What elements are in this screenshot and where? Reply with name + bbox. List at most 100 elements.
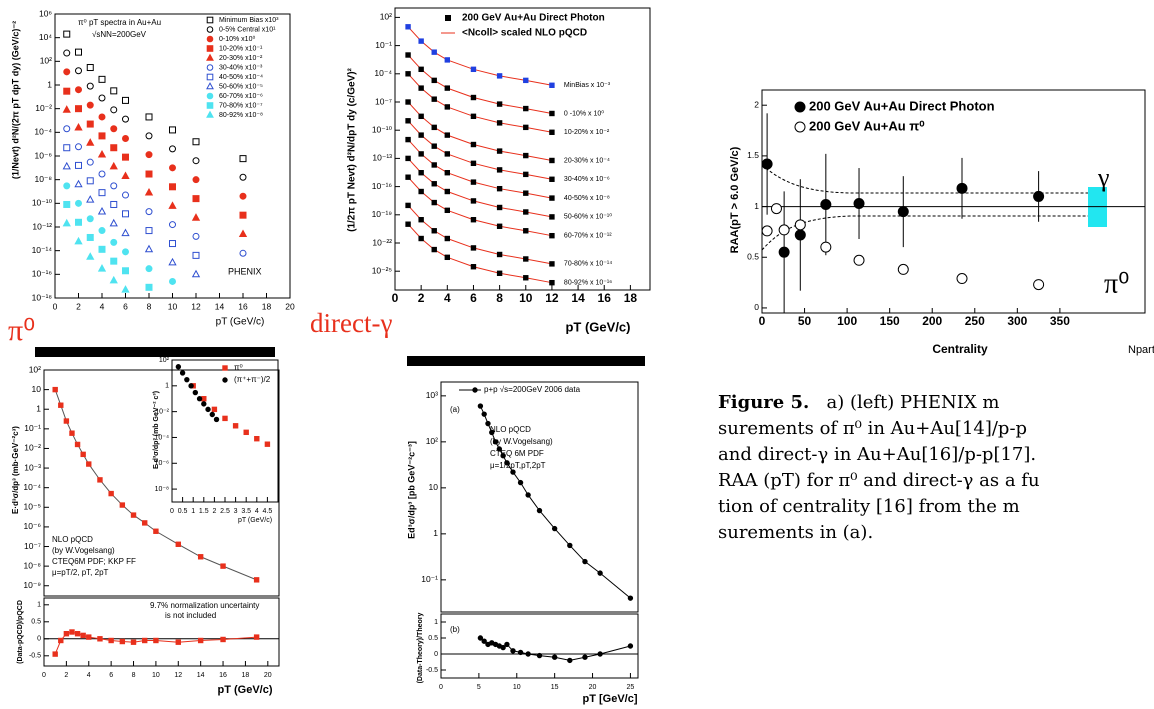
marker [549, 214, 555, 220]
marker [431, 124, 437, 131]
y-tick-label: 10⁻⁸ [155, 486, 169, 493]
y-tick-label: 10⁻⁶ [155, 460, 169, 467]
marker [523, 77, 529, 84]
marker [517, 479, 524, 486]
plot-frame [440, 381, 639, 613]
caption-line: tion of centrality [16] from the m [718, 496, 1020, 517]
marker [145, 265, 153, 273]
legend-marker [206, 64, 214, 71]
marker [86, 215, 94, 223]
marker [192, 138, 200, 146]
marker [184, 376, 190, 383]
series-label: 30-40% x 10⁻⁶ [564, 176, 610, 183]
legend-label: 0-10% x10⁰ [219, 35, 255, 43]
marker [63, 182, 71, 190]
marker [496, 270, 503, 276]
y-axis-label: Ed³σ/dp³ [pb GeV⁻²c⁻³] [406, 441, 416, 539]
marker [477, 403, 484, 409]
y-tick-label: 10⁻¹² [32, 221, 52, 231]
marker [69, 629, 75, 635]
marker [470, 113, 477, 120]
y-tick-label: 10² [29, 364, 41, 374]
legend-label: 200 GeV Au+Au Direct Photon [809, 98, 995, 113]
series-label: 60-70% x 10⁻¹² [564, 233, 612, 240]
marker [444, 188, 451, 195]
marker [142, 520, 148, 526]
marker [405, 155, 411, 162]
marker [496, 120, 503, 126]
marker [122, 210, 129, 218]
panel-label: π⁰ [8, 314, 35, 347]
marker [201, 401, 207, 407]
marker [201, 396, 207, 402]
plot-frame [43, 597, 280, 667]
caption: Figure 5. a) (left) PHENIX m surements o… [718, 390, 1154, 546]
marker [470, 160, 477, 167]
legend-label: 30-40% x10⁻³ [219, 64, 263, 71]
x-tick-label: 8 [147, 301, 152, 311]
marker [431, 199, 437, 206]
x-tick-label: 16 [219, 672, 227, 679]
marker [492, 439, 499, 445]
annotation: CTEQ6M PDF; KKP FF [52, 557, 136, 566]
marker [470, 264, 477, 270]
y-tick-label: 10⁻² [24, 443, 41, 453]
marker [551, 654, 558, 660]
marker [169, 145, 176, 153]
marker [536, 652, 543, 659]
y-tick-label: 1 [433, 528, 438, 538]
marker [418, 66, 424, 73]
caption-label: Figure 5. [718, 392, 810, 413]
marker [196, 396, 203, 402]
marker [110, 257, 118, 265]
marker [405, 71, 411, 77]
marker [431, 49, 437, 55]
marker [470, 179, 477, 185]
marker [75, 48, 82, 56]
marker [179, 370, 186, 376]
x-tick-label: 18 [624, 291, 638, 305]
marker [243, 429, 249, 436]
legend-label: <Ncoll> scaled NLO pQCD [462, 28, 587, 39]
marker [496, 446, 503, 452]
marker [98, 113, 106, 121]
marker [86, 158, 94, 166]
marker [110, 106, 118, 114]
annotation: π⁰ pT spectra in Au+Au [78, 18, 161, 27]
y-tick-label: 10⁻⁵ [24, 502, 41, 512]
marker [63, 49, 71, 57]
y-axis-label: (1/2π pT Nevt) d²N/dpT dy (c/GeV)² [347, 67, 358, 231]
systematic-band [761, 215, 1100, 251]
marker [63, 87, 71, 95]
x-tick-label: 4 [444, 291, 451, 305]
marker [470, 141, 477, 148]
marker [549, 110, 555, 117]
marker [418, 113, 424, 120]
marker [80, 451, 86, 458]
marker [122, 191, 129, 199]
marker [418, 235, 424, 242]
legend-label: 70-80% x10⁻⁷ [219, 102, 263, 109]
marker [496, 73, 503, 79]
y-tick-label: 10⁻¹⁶ [32, 269, 52, 279]
x-tick-label: 16 [238, 301, 248, 311]
y-tick-label: 10⁻⁶ [24, 521, 41, 531]
x-tick-label: 18 [262, 301, 272, 311]
marker [496, 251, 503, 258]
marker [110, 144, 118, 152]
marker [470, 198, 477, 204]
marker [145, 151, 153, 159]
y-tick-label: 0.5 [428, 635, 438, 642]
x-tick-label: 0 [392, 291, 399, 305]
marker [444, 207, 451, 214]
systematic-band [761, 164, 1100, 194]
marker [145, 170, 153, 178]
y-tick-label: -0.5 [29, 653, 41, 660]
marker [523, 152, 529, 159]
marker [191, 213, 201, 221]
caption-line: RAA (pT) for π⁰ and direct-γ as a fu [718, 470, 1040, 491]
marker [213, 416, 220, 423]
marker [122, 248, 129, 256]
marker [239, 211, 247, 219]
marker [418, 170, 424, 176]
